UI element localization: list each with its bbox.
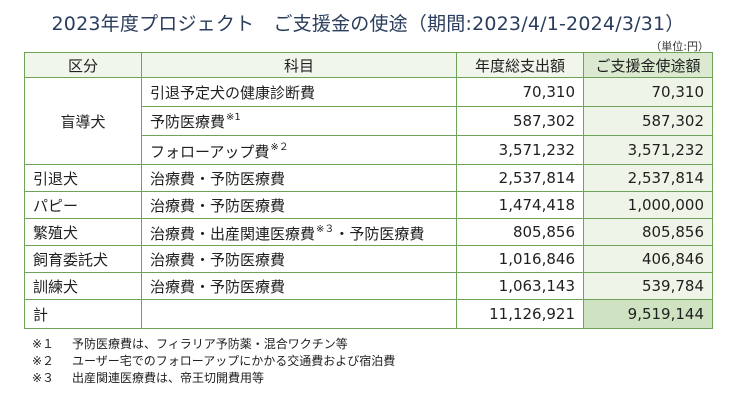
row-item: 治療費・予防医療費 bbox=[141, 191, 457, 219]
row-total: 70,310 bbox=[456, 77, 584, 107]
header-category: 区分 bbox=[24, 52, 142, 78]
table-row: 飼育委託犬 治療費・予防医療費 1,016,846 406,846 bbox=[24, 245, 713, 273]
row-support: 805,856 bbox=[583, 218, 713, 246]
row-item: 予防医療費※1 bbox=[141, 106, 457, 136]
note-mark: ※３ bbox=[316, 223, 335, 235]
header-total: 年度総支出額 bbox=[456, 52, 584, 78]
total-label: 計 bbox=[24, 299, 142, 329]
total-row: 計 11,126,921 9,519,144 bbox=[24, 299, 713, 329]
footnote-text: ユーザー宅でのフォローアップにかかる交通費および宿泊費 bbox=[72, 354, 396, 368]
footnote: ※１ 予防医療費は、フィラリア予防薬・混合ワクチン等 bbox=[32, 336, 395, 353]
row-category: パピー bbox=[24, 191, 142, 219]
footnote-text: 予防医療費は、フィラリア予防薬・混合ワクチン等 bbox=[72, 337, 348, 351]
row-support: 539,784 bbox=[583, 272, 713, 300]
table-row: パピー 治療費・予防医療費 1,474,418 1,000,000 bbox=[24, 191, 713, 219]
row-total: 1,474,418 bbox=[456, 191, 584, 219]
row-category: 繁殖犬 bbox=[24, 218, 142, 246]
total-support: 9,519,144 bbox=[583, 299, 713, 329]
note-mark: ※２ bbox=[270, 141, 289, 153]
row-total: 1,016,846 bbox=[456, 245, 584, 273]
row-total: 587,302 bbox=[456, 106, 584, 136]
header-support: ご支援金使途額 bbox=[583, 52, 713, 78]
row-support: 406,846 bbox=[583, 245, 713, 273]
footnotes: ※１ 予防医療費は、フィラリア予防薬・混合ワクチン等 ※２ ユーザー宅でのフォローア… bbox=[32, 336, 395, 387]
footnote: ※３ 出産関連医療費は、帝王切開費用等 bbox=[32, 370, 395, 387]
footnote: ※２ ユーザー宅でのフォローアップにかかる交通費および宿泊費 bbox=[32, 353, 395, 370]
table-row: 盲導犬 引退予定犬の健康診断費 70,310 70,310 bbox=[24, 77, 713, 165]
table-row: 引退犬 治療費・予防医療費 2,537,814 2,537,814 bbox=[24, 164, 713, 192]
row-support: 587,302 bbox=[583, 106, 713, 136]
row-item: 引退予定犬の健康診断費 bbox=[141, 77, 457, 107]
row-total: 2,537,814 bbox=[456, 164, 584, 192]
table-row: フォローアップ費※２ 3,571,232 3,571,232 bbox=[25, 135, 713, 165]
header-item: 科目 bbox=[141, 52, 457, 78]
page-title: 2023年度プロジェクト ご支援金の使途（期間:2023/4/1-2024/3/… bbox=[51, 13, 685, 35]
footnote-text: 出産関連医療費は、帝王切開費用等 bbox=[72, 371, 265, 385]
row-support: 3,571,232 bbox=[583, 135, 713, 165]
row-item: 治療費・出産関連医療費※３・予防医療費 bbox=[141, 218, 457, 246]
row-item: 治療費・予防医療費 bbox=[141, 245, 457, 273]
budget-table: 区分 科目 年度総支出額 ご支援金使途額 盲導犬 引退予定犬の健康診断費 70,… bbox=[24, 52, 713, 329]
table-row: 予防医療費※1 587,302 587,302 bbox=[25, 106, 713, 136]
unit-label: （単位:円） bbox=[650, 40, 709, 53]
row-category: 盲導犬 bbox=[24, 77, 142, 165]
footnote-mark: ※１ bbox=[32, 337, 55, 351]
table-row: 繁殖犬 治療費・出産関連医療費※３・予防医療費 805,856 805,856 bbox=[24, 218, 713, 246]
row-category: 訓練犬 bbox=[24, 272, 142, 300]
total-empty bbox=[141, 299, 457, 329]
table-header-row: 区分 科目 年度総支出額 ご支援金使途額 bbox=[24, 52, 713, 78]
row-item: 治療費・予防医療費 bbox=[141, 272, 457, 300]
row-item: フォローアップ費※２ bbox=[141, 135, 457, 165]
row-support: 70,310 bbox=[583, 77, 713, 107]
row-category: 引退犬 bbox=[24, 164, 142, 192]
row-total: 1,063,143 bbox=[456, 272, 584, 300]
row-support: 2,537,814 bbox=[583, 164, 713, 192]
table-row: 訓練犬 治療費・予防医療費 1,063,143 539,784 bbox=[24, 272, 713, 300]
total-sum: 11,126,921 bbox=[456, 299, 584, 329]
footnote-mark: ※２ bbox=[32, 354, 55, 368]
row-item: 治療費・予防医療費 bbox=[141, 164, 457, 192]
row-category: 飼育委託犬 bbox=[24, 245, 142, 273]
row-total: 3,571,232 bbox=[456, 135, 584, 165]
row-total: 805,856 bbox=[456, 218, 584, 246]
footnote-mark: ※３ bbox=[32, 371, 55, 385]
row-support: 1,000,000 bbox=[583, 191, 713, 219]
note-mark: ※1 bbox=[226, 111, 241, 123]
